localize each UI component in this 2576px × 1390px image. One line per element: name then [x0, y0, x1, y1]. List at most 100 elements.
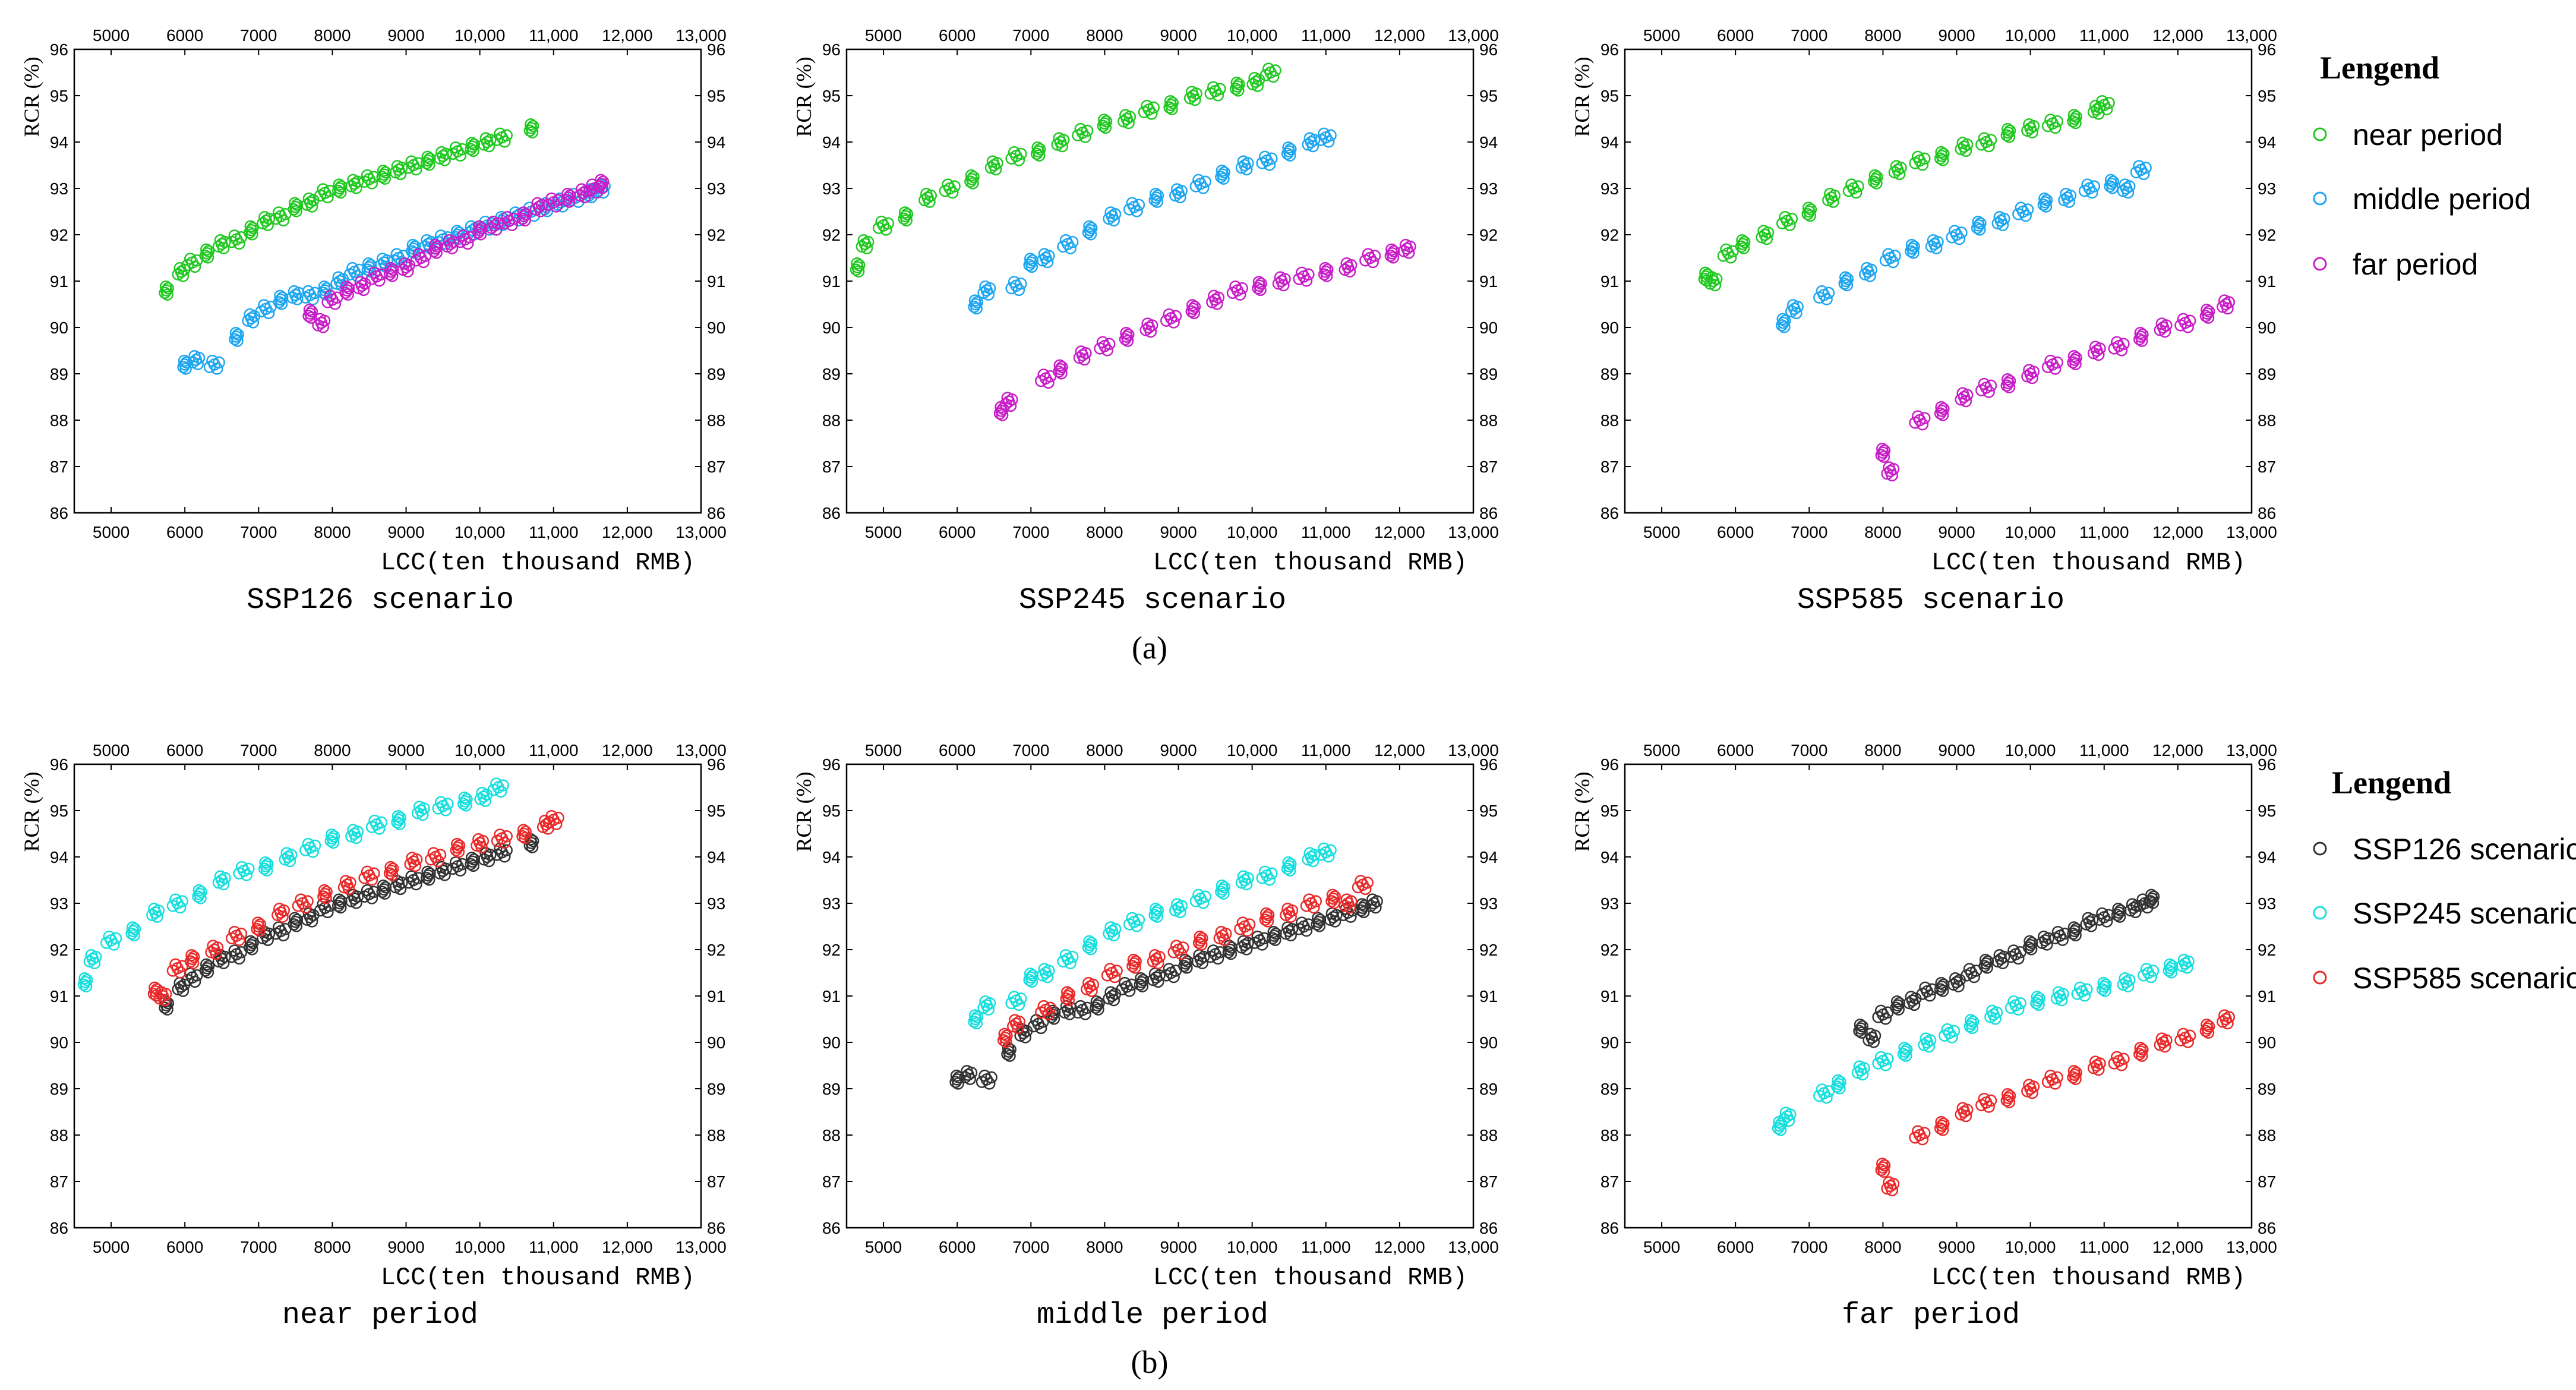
data-point	[2126, 898, 2139, 910]
data-point	[1281, 903, 1294, 915]
chart-5-middle-period: 5000 5000 6000 6000 7000 7000 8000 8000 9000 9000…	[792, 741, 1499, 1332]
data-point	[302, 192, 315, 205]
data-point	[2096, 907, 2108, 920]
data-point	[2177, 953, 2190, 966]
data-point	[1171, 183, 1183, 196]
data-point	[1085, 985, 1098, 997]
chart-title: SSP126 scenario	[247, 584, 514, 617]
y-axis-label: RCR (%)	[20, 772, 43, 852]
data-point	[1982, 140, 1995, 153]
y-tick-label-left: 90	[50, 319, 68, 337]
x-tick-label-top: 9000	[1160, 741, 1197, 759]
data-point	[465, 137, 478, 149]
chart-6-far-period: 5000 5000 6000 6000 7000 7000 8000 8000 9000 9000…	[1570, 741, 2277, 1332]
data-point	[1284, 858, 1297, 871]
data-point	[2033, 992, 2045, 1005]
x-tick-label-top: 12,000	[2152, 26, 2204, 45]
data-point	[1947, 1025, 1961, 1038]
data-point	[1972, 215, 1984, 228]
data-point	[202, 245, 215, 257]
data-point	[187, 950, 200, 963]
data-point	[1966, 1016, 1980, 1028]
data-point	[373, 274, 386, 287]
data-point	[1368, 250, 1381, 262]
data-point	[1993, 211, 2006, 223]
data-point	[262, 307, 275, 320]
data-point	[1989, 1012, 2002, 1025]
data-point	[1177, 941, 1189, 954]
x-tick-label-bottom: 10,000	[1227, 523, 1278, 541]
data-point	[971, 1011, 984, 1023]
y-tick-label-left: 95	[1600, 87, 1619, 105]
data-point	[1282, 856, 1295, 869]
data-point	[487, 215, 500, 228]
data-point	[244, 935, 257, 948]
data-point	[1179, 953, 1192, 966]
data-point	[1148, 967, 1161, 980]
row-label-b: (b)	[1131, 1344, 1169, 1380]
y-tick-label-left: 88	[50, 411, 68, 430]
data-point	[288, 285, 301, 298]
data-point	[1216, 880, 1229, 892]
data-point	[2086, 186, 2098, 199]
data-point	[1956, 1102, 1969, 1114]
y-tick-label-left: 86	[50, 1219, 68, 1237]
x-tick-label-bottom: 6000	[939, 523, 976, 541]
data-point	[406, 852, 418, 864]
y-tick-label-right: 93	[1479, 179, 1498, 198]
x-tick-label-top: 7000	[240, 26, 277, 45]
data-point	[247, 222, 259, 234]
series-middle-period	[177, 178, 611, 375]
data-point	[2183, 1029, 2196, 1042]
data-point	[332, 271, 345, 283]
data-point	[1802, 201, 1815, 214]
data-point	[474, 228, 487, 241]
data-point	[2182, 1035, 2195, 1048]
x-tick-label-top: 6000	[1717, 741, 1754, 759]
y-tick-label-left: 92	[1600, 941, 1619, 959]
x-tick-label-bottom: 6000	[1717, 523, 1754, 541]
data-point	[497, 779, 509, 792]
y-tick-label-left: 96	[50, 755, 68, 774]
data-point	[173, 966, 187, 979]
y-tick-label-right: 87	[2258, 1172, 2276, 1191]
data-point	[1237, 155, 1250, 168]
data-point	[1267, 926, 1280, 938]
data-point	[409, 859, 422, 872]
data-point	[1093, 997, 1105, 1010]
data-point	[308, 839, 321, 852]
data-point	[1340, 893, 1353, 906]
data-point	[438, 154, 451, 166]
data-point	[1063, 1008, 1076, 1020]
data-point	[1993, 949, 2006, 962]
data-point	[108, 938, 120, 951]
data-point	[290, 204, 303, 218]
series-near-period	[159, 118, 539, 301]
data-point	[2202, 305, 2215, 318]
data-point	[1324, 844, 1337, 856]
data-point	[1218, 934, 1231, 946]
data-point	[1147, 101, 1160, 114]
data-point	[1090, 995, 1103, 1008]
data-point	[393, 818, 406, 830]
data-point	[1403, 247, 1415, 259]
data-point	[1119, 109, 1132, 121]
data-point	[1893, 168, 1906, 181]
data-point	[1103, 338, 1116, 350]
data-point	[1876, 443, 1889, 455]
x-tick-label-top: 6000	[939, 26, 976, 45]
y-tick-label-left: 96	[1600, 755, 1619, 774]
data-point	[1101, 343, 1114, 357]
x-tick-label-top: 11,000	[529, 26, 579, 45]
y-tick-label-left: 87	[822, 458, 841, 476]
data-point	[1874, 1051, 1887, 1064]
data-point	[2002, 373, 2014, 386]
data-point	[852, 265, 865, 278]
data-point	[1937, 1117, 1950, 1130]
data-point	[1822, 286, 1835, 300]
data-point	[1053, 132, 1065, 144]
data-point	[302, 907, 315, 920]
data-point	[305, 311, 317, 324]
data-point	[2183, 314, 2196, 327]
series-ssp245-scenario	[1772, 953, 2195, 1136]
